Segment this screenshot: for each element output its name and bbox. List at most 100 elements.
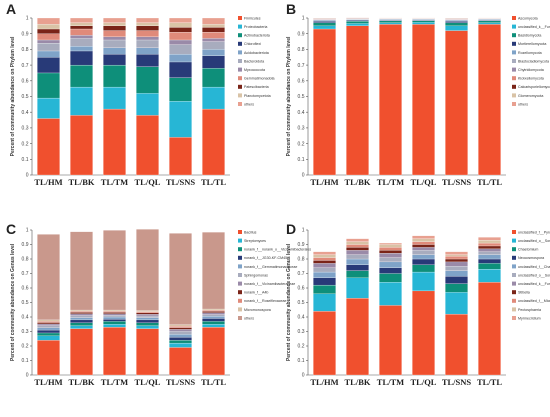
- bar-segment: [37, 321, 60, 323]
- bar-segment: [136, 115, 159, 176]
- bar-segment: [313, 263, 336, 268]
- bar-segment: [136, 314, 159, 317]
- bar-segment: [346, 247, 369, 251]
- y-tick-label: 0.5: [298, 300, 305, 306]
- legend-swatch: [238, 84, 242, 89]
- bar-segment: [202, 49, 225, 56]
- bar-segment: [169, 342, 192, 348]
- legend-swatch: [238, 238, 242, 243]
- bar-segment: [202, 38, 225, 42]
- legend-swatch: [512, 307, 516, 312]
- bar-segment: [136, 319, 159, 323]
- bar-segment: [379, 253, 402, 258]
- legend-label: others: [244, 102, 254, 106]
- bar-segment: [202, 308, 225, 311]
- panel-letter: A: [6, 1, 16, 17]
- bar-segment: [37, 340, 60, 376]
- y-tick-label: 0.4: [298, 110, 305, 116]
- bar-segment: [136, 25, 159, 31]
- bar-segment: [169, 340, 192, 344]
- bar-segment: [136, 39, 159, 48]
- bar-segment: [103, 309, 126, 312]
- bar-segment: [169, 331, 192, 335]
- y-tick-label: 0: [302, 173, 305, 179]
- x-category-label: TL/TM: [101, 377, 128, 387]
- bar-segment: [70, 328, 93, 376]
- legend-label: Micromonospora: [244, 308, 271, 312]
- bar-segment: [379, 20, 402, 23]
- bar-segment: [169, 326, 192, 328]
- bar-segment: [136, 30, 159, 37]
- legend-swatch: [238, 264, 242, 269]
- legend-label: Myrmecridium: [518, 316, 541, 320]
- bar-segment: [412, 235, 435, 239]
- bar-segment: [169, 329, 192, 332]
- legend-label: unclassified_o__Sordariales: [518, 273, 550, 277]
- bar-segment: [313, 284, 336, 294]
- bar-segment: [37, 335, 60, 341]
- bar-segment: [103, 230, 126, 311]
- y-tick-label: 0.9: [22, 31, 29, 37]
- legend-label: norank_f__Roseiflexaceae: [244, 299, 287, 303]
- bar-segment: [445, 283, 468, 293]
- legend-swatch: [512, 247, 516, 252]
- bar-segment: [169, 327, 192, 330]
- x-category-label: TL/BK: [345, 177, 371, 187]
- bar-segment: [169, 233, 192, 325]
- bar-segment: [70, 25, 93, 30]
- bar-segment: [202, 321, 225, 325]
- legend-label: Actinobacteriota: [244, 34, 270, 38]
- bar-segment: [445, 292, 468, 315]
- bar-segment: [70, 322, 93, 326]
- bar-segment: [412, 290, 435, 376]
- bar-segment: [70, 315, 93, 318]
- legend-swatch: [238, 33, 242, 38]
- bar-segment: [37, 39, 60, 44]
- bar-segment: [445, 255, 468, 260]
- bar-segment: [478, 248, 501, 252]
- bar-segment: [70, 319, 93, 323]
- legend-swatch: [512, 255, 516, 260]
- legend-label: Chaetomium: [518, 248, 538, 252]
- bar-segment: [37, 332, 60, 336]
- bar-segment: [379, 250, 402, 254]
- bar-segment: [70, 50, 93, 66]
- bar-segment: [103, 108, 126, 176]
- bar-segment: [313, 254, 336, 258]
- legend-swatch: [512, 102, 516, 106]
- legend-label: Mortierellomycota: [518, 42, 546, 46]
- y-tick-label: 0.4: [298, 315, 305, 321]
- panel-a: A 0 0.1 0.2 0.3 0.4 0.5 0.6 0.7 0.8 0.9 1 Percent of…: [6, 1, 275, 187]
- bar-segment: [412, 254, 435, 260]
- bar-segment: [202, 310, 225, 312]
- bar-segment: [445, 261, 468, 267]
- legend-swatch: [238, 93, 242, 98]
- panel-letter: C: [6, 221, 16, 237]
- bar-segment: [445, 22, 468, 26]
- bar-segment: [70, 28, 93, 36]
- bar-segment: [202, 316, 225, 319]
- bar-segment: [169, 44, 192, 55]
- y-tick-label: 1: [302, 228, 305, 234]
- legend-swatch: [512, 316, 516, 320]
- bar-segment: [202, 324, 225, 328]
- bar-segment: [445, 270, 468, 277]
- bar-segment: [103, 30, 126, 37]
- bar-segment: [313, 311, 336, 376]
- legend-swatch: [512, 281, 516, 286]
- bar-segment: [202, 24, 225, 28]
- y-tick-label: 0.1: [22, 358, 29, 364]
- bar-segment: [70, 22, 93, 26]
- bar-segment: [412, 250, 435, 255]
- x-category-label: TL/SNS: [166, 377, 196, 387]
- legend-label: unclassified_o__Sordariales: [518, 239, 550, 243]
- legend-swatch: [238, 281, 242, 286]
- y-tick-label: 0.9: [22, 242, 29, 248]
- bar-segment: [70, 312, 93, 314]
- bar-segment: [37, 319, 60, 322]
- bar-segment: [70, 86, 93, 116]
- y-tick-label: 0.8: [22, 257, 29, 263]
- panel-c: C 0 0.1 0.2 0.3 0.4 0.5 0.6 0.7 0.8 0.9 1 Percent of…: [6, 221, 311, 387]
- legend-swatch: [238, 16, 242, 20]
- bar-segment: [202, 68, 225, 88]
